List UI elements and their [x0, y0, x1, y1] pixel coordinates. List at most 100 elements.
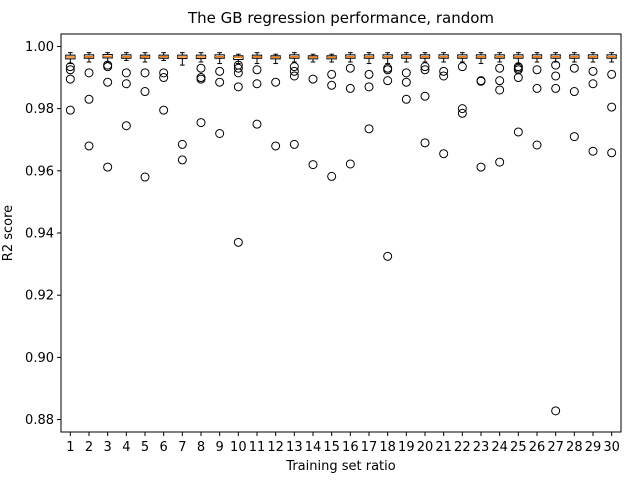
flier-point [65, 62, 75, 72]
x-tick-label: 3 [104, 440, 112, 455]
box-group-24 [494, 52, 505, 167]
flier-point [84, 68, 94, 78]
x-tick-label: 5 [141, 440, 149, 455]
flier-point [383, 76, 393, 86]
flier-point [159, 68, 169, 78]
flier-point [289, 139, 299, 149]
flier-point [159, 73, 169, 83]
flier-point [420, 138, 430, 148]
box-group-7 [177, 52, 188, 165]
box-group-25 [513, 52, 524, 137]
flier-point [513, 73, 523, 83]
flier-point [159, 105, 169, 115]
x-tick-label: 19 [398, 440, 415, 455]
flier-point [271, 77, 281, 87]
flier-point [364, 69, 374, 79]
flier-point [457, 62, 467, 72]
x-tick-label: 7 [178, 440, 186, 455]
x-tick-label: 9 [216, 440, 224, 455]
flier-point [607, 148, 617, 158]
box-group-16 [345, 52, 356, 169]
flier-point [177, 155, 187, 165]
flier-point [345, 159, 355, 169]
flier-point [289, 66, 299, 76]
x-tick-label: 15 [323, 440, 340, 455]
flier-point [551, 406, 561, 416]
x-tick-label: 21 [435, 440, 452, 455]
flier-point [495, 85, 505, 95]
box-group-12 [270, 53, 281, 151]
box-group-20 [419, 52, 431, 148]
flier-point [439, 149, 449, 159]
flier-point [327, 69, 337, 79]
flier-point [607, 69, 617, 79]
flier-point [252, 65, 262, 75]
y-tick-label: 0.92 [25, 289, 54, 304]
flier-point [233, 237, 243, 247]
flier-point [476, 76, 486, 86]
box-group-10 [233, 53, 244, 247]
box-group-11 [251, 52, 263, 129]
flier-point [345, 63, 355, 73]
x-tick-label: 6 [160, 440, 168, 455]
x-tick-label: 20 [417, 440, 434, 455]
x-tick-label: 18 [379, 440, 396, 455]
flier-point [420, 65, 430, 75]
box-group-8 [195, 52, 207, 128]
box-group-3 [102, 52, 113, 172]
flier-point [140, 87, 150, 97]
x-tick-label: 17 [361, 440, 378, 455]
y-tick-label: 0.96 [25, 164, 54, 179]
flier-point [532, 83, 542, 93]
y-axis-label: R2 score [1, 205, 16, 261]
flier-point [569, 87, 579, 97]
x-tick-label: 23 [473, 440, 490, 455]
flier-point [233, 82, 243, 92]
flier-point [532, 65, 542, 75]
plot-area [65, 52, 617, 416]
flier-point [476, 162, 486, 172]
x-tick-label: 28 [566, 440, 583, 455]
flier-point [252, 119, 262, 129]
flier-point [233, 63, 243, 73]
chart-title: The GB regression performance, random [187, 9, 494, 27]
x-tick-label: 2 [85, 440, 93, 455]
flier-point [65, 74, 75, 84]
flier-point [532, 140, 542, 150]
x-tick-label: 14 [305, 440, 322, 455]
x-axis: 1 2 3 4 5 6 7 8 9 10 11 12 13 14 15 16 17 18 19 20 21 22 23 24 2… [66, 432, 620, 455]
flier-point [495, 76, 505, 86]
flier-point [401, 77, 411, 87]
box-group-26 [531, 52, 543, 150]
box-group-29 [587, 52, 599, 156]
flier-point [84, 94, 94, 104]
y-tick-label: 1.00 [25, 40, 54, 55]
box-group-5 [139, 52, 151, 182]
box-group-1 [65, 52, 76, 115]
flier-point [383, 251, 393, 261]
flier-point [252, 79, 262, 89]
flier-point [607, 102, 617, 112]
flier-point [420, 62, 430, 72]
flier-point [196, 118, 206, 128]
box-group-30 [606, 52, 617, 158]
flier-point [551, 83, 561, 93]
flier-point [103, 162, 113, 172]
x-tick-label: 13 [286, 440, 303, 455]
flier-point [401, 94, 411, 104]
flier-point [569, 63, 579, 73]
flier-point [457, 104, 467, 114]
box-group-19 [401, 52, 412, 104]
flier-point [177, 139, 187, 149]
x-tick-label: 16 [342, 440, 359, 455]
x-tick-label: 25 [510, 440, 527, 455]
flier-point [196, 74, 206, 84]
x-tick-label: 12 [267, 440, 284, 455]
flier-point [439, 66, 449, 76]
flier-point [457, 108, 467, 118]
flier-point [588, 66, 598, 76]
flier-point [401, 68, 411, 78]
box-group-15 [326, 53, 337, 181]
flier-point [65, 105, 75, 115]
flier-point [495, 63, 505, 73]
